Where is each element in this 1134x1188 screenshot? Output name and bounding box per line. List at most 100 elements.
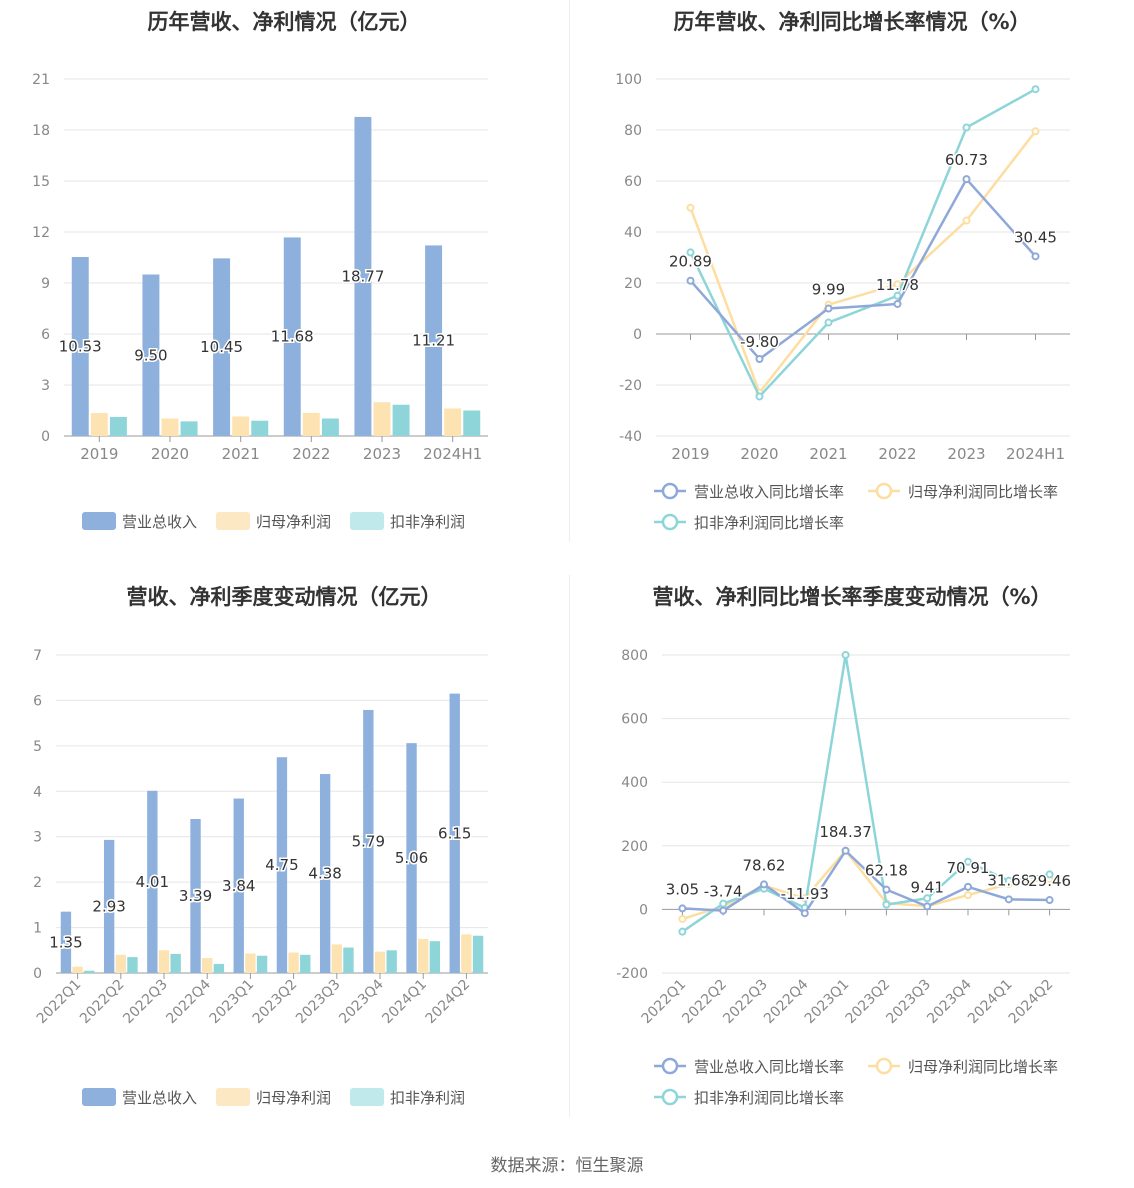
x-tick-label: 2019 [80,445,118,463]
data-label: 3.84 [222,877,255,895]
x-tick-label: 2024Q2 [423,977,474,1028]
y-tick-label: -40 [619,429,642,445]
y-tick-label: 1 [33,921,42,937]
bar [213,258,231,436]
bar [90,413,108,436]
legend-label: 营业总收入 [122,1089,197,1107]
data-point [1045,896,1054,905]
data-point [1045,870,1054,879]
bar [103,839,115,973]
data-label: 6.15 [438,824,471,842]
data-label: 9.41 [910,878,943,896]
y-tick-label: 40 [624,225,642,241]
legend-marker [875,482,893,500]
y-tick-label: 400 [621,775,648,791]
x-tick-label: 2021 [222,445,260,463]
legend-label: 扣非净利润同比增长率 [694,1089,844,1107]
data-label: -11.93 [781,885,829,903]
data-point [800,909,809,918]
data-point [824,318,833,327]
data-label: 31.68 [987,871,1030,889]
data-label: 10.53 [59,337,102,355]
x-tick-label: 2023Q2 [843,977,894,1028]
y-tick-label: 3 [33,830,42,846]
data-label: 29.46 [1028,872,1071,890]
bar [109,416,127,436]
data-point [678,914,687,923]
legend-label: 归母净利润 [256,513,331,531]
data-point [824,304,833,313]
legend-swatch [82,1088,116,1106]
data-label: 62.18 [865,862,908,880]
y-tick-label: 6 [33,693,42,709]
data-label: 10.45 [200,338,243,356]
data-point [686,248,695,257]
legend-marker [661,1057,679,1075]
panel-annual-growth: 历年营收、净利同比增长率情况（%） -40 -20 0 20 40 60 80 100 2019… [570,0,1134,575]
bar [202,958,213,973]
data-point [882,900,891,909]
bar [374,951,386,973]
data-point [893,280,902,289]
x-tick-label: 2023Q1 [802,977,853,1028]
bar [386,950,397,973]
data-point [923,894,932,903]
bar [232,416,250,436]
bar [406,743,417,973]
data-label: -9.80 [740,333,779,351]
panel-quarterly-growth: 营收、净利同比增长率季度变动情况（%） -200 0 200 400 600 800 202… [570,575,1134,1135]
x-tick-label: 2024Q1 [965,977,1016,1028]
x-tick-label: 2019 [671,445,709,463]
y-tick-label: 20 [624,276,642,292]
bar [190,818,201,973]
bar [283,237,301,436]
x-tick-label: 2023Q2 [250,977,301,1028]
data-point [678,904,687,913]
x-tick-label: 2022Q2 [77,977,128,1028]
x-tick-label: 2023Q4 [924,976,975,1027]
data-label: 1.35 [49,933,82,951]
bar [288,952,299,973]
data-point [964,857,972,866]
annual-growth-chart: -40 -20 0 20 40 60 80 100 2019 2020 2021 2022 2023 20… [615,72,1070,532]
data-label: 4.38 [308,865,341,883]
bar [147,790,158,973]
series-line [689,130,1037,396]
y-tick-label: 12 [32,225,50,241]
data-point [760,880,768,889]
legend-marker [661,513,679,531]
data-point [882,885,891,894]
x-tick-label: 2022Q3 [720,977,771,1028]
data-label: 11.68 [271,328,314,346]
data-label: 9.50 [134,346,167,364]
bar [245,953,256,973]
x-tick-label: 2023Q3 [883,977,934,1028]
data-label: 11.21 [412,332,455,350]
bar [170,953,181,973]
legend-label: 营业总收入 [122,513,197,531]
data-label: 60.73 [945,151,988,169]
legend-label: 归母净利润同比增长率 [908,483,1058,501]
bar [425,245,443,436]
x-tick-label: 2023 [947,445,985,463]
legend-swatch [216,1088,250,1106]
bar [60,911,72,973]
bar [373,402,391,436]
data-label: 20.89 [669,253,712,271]
bar [302,412,320,436]
bar [449,693,460,973]
x-tick-label: 2022Q3 [120,977,171,1028]
x-tick-label: 2024H1 [423,445,482,463]
x-tick-label: 2022 [292,445,330,463]
y-tick-label: 3 [41,378,50,394]
bar [71,256,89,436]
x-tick-label: 2020 [151,445,189,463]
data-point [719,906,728,915]
annual-amounts-chart: 0 3 6 9 12 15 18 21 2019 2020 2021 2022 2023 2024H1 10… [32,72,488,531]
data-point [1004,895,1013,904]
vertical-divider-top [569,0,570,542]
chart-title: 营收、净利同比增长率季度变动情况（%） [652,585,1052,609]
y-tick-label: 100 [615,72,642,88]
legend-swatch [350,512,384,530]
legend-label: 扣非净利润同比增长率 [694,514,844,532]
